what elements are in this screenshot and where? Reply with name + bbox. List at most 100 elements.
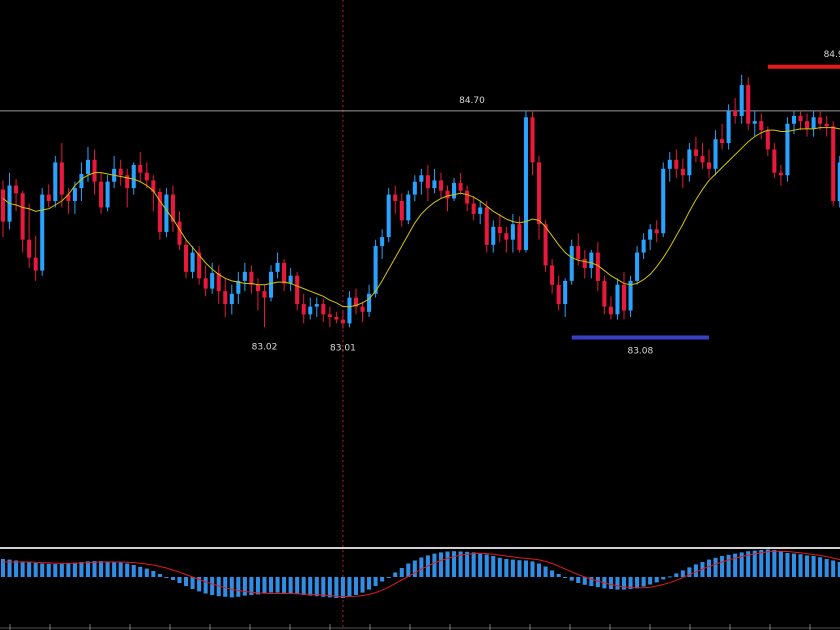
candle-body-down [759,121,764,131]
histogram-bar [380,577,385,582]
histogram-bar [733,553,738,577]
candle-body-down [497,226,502,234]
histogram-bar [53,564,58,577]
histogram-bar [210,577,215,595]
histogram-bar [66,563,71,577]
histogram-bar [608,577,613,589]
histogram-bar [321,577,326,597]
histogram-bar [621,577,627,590]
candle-body-up [648,229,653,240]
histogram-bar [275,577,280,593]
histogram-bar [661,577,666,580]
histogram-bar [177,577,182,583]
histogram-bar [138,566,143,577]
candle-body-up [667,159,672,169]
candle-body-down [144,172,149,181]
candle-body-up [687,149,692,176]
candle-body-down [295,275,300,305]
histogram-bar [92,561,97,577]
histogram-bar [824,559,829,577]
candle-body-down [798,116,803,122]
candle-body-down [805,121,810,129]
candle-body-down [255,284,260,292]
candle-body-down [445,190,450,199]
histogram-bar [641,577,646,587]
candles-group [0,74,840,329]
histogram-bar [811,556,816,577]
histogram-bar [223,577,228,597]
candle-body-up [367,293,372,312]
candle-body-up [53,162,58,202]
histogram-bar [59,563,64,577]
candle-body-up [628,280,633,311]
histogram-bar [301,577,306,595]
histogram-bar [262,577,267,594]
histogram-bar [765,549,770,577]
histogram-bar [164,577,169,578]
candle-body-down [92,159,97,182]
histogram-bar [785,553,790,577]
candle-body-up [308,306,313,315]
histogram-bar [778,551,783,577]
histogram-bar [478,553,483,577]
histogram-bar [674,573,679,577]
candle-body-up [837,162,840,202]
histogram-bar [353,577,359,595]
candle-body-up [79,173,84,189]
candle-body-up [131,164,136,189]
histogram-bar [170,577,175,580]
candle-body-up [275,262,280,272]
histogram-bar [112,562,117,577]
histogram-bar [118,562,123,577]
histogram-bar [432,553,437,577]
candle-body-down [66,194,71,202]
candle-body-down [765,130,770,150]
candle-body-up [268,271,274,298]
histogram-bar [360,577,365,593]
candle-body-up [386,194,391,238]
candle-body-down [608,306,613,315]
histogram-bar [726,554,731,577]
candle-body-down [301,304,306,315]
histogram-bar [818,557,823,577]
candle-body-down [537,162,542,225]
histogram-bar [308,577,313,596]
histogram-bar [452,551,457,577]
candle-body-down [550,265,555,285]
histogram-bar [184,577,189,586]
candle-body-down [438,180,444,191]
candle-body-down [778,172,783,176]
candle-body-down [595,252,600,281]
histogram-bar [595,577,600,588]
histogram-bar [99,561,104,577]
histogram-bar [465,551,470,577]
candle-body-down [321,304,326,315]
candle-body-up [72,188,77,202]
histogram-bar [517,560,522,577]
candle-body-down [556,284,561,305]
candle-body-up [569,246,574,281]
candle-body-down [425,175,430,189]
histogram-bar [504,559,509,577]
histogram-bar [680,570,685,577]
histogram-bar [340,577,345,598]
candle-body-down [216,273,221,292]
candle-body-up [635,252,640,281]
candle-body-down [223,291,228,305]
histogram-bar [687,567,692,577]
histogram-bar [393,572,398,577]
candle-body-down [602,280,607,307]
candle-body-up [380,237,385,247]
histogram-bar [144,568,149,577]
histogram-bar [837,562,840,577]
histogram-bar [739,552,744,577]
histogram-bar [510,559,515,577]
candle-body-down [465,190,470,204]
histogram-bar [635,577,640,589]
resistance-level-label: 84.70 [459,96,485,106]
candle-body-down [0,189,6,222]
candle-body-down [197,252,202,279]
histogram-bar [752,550,757,577]
candle-body-up [242,271,247,281]
histogram-bar [693,564,698,577]
